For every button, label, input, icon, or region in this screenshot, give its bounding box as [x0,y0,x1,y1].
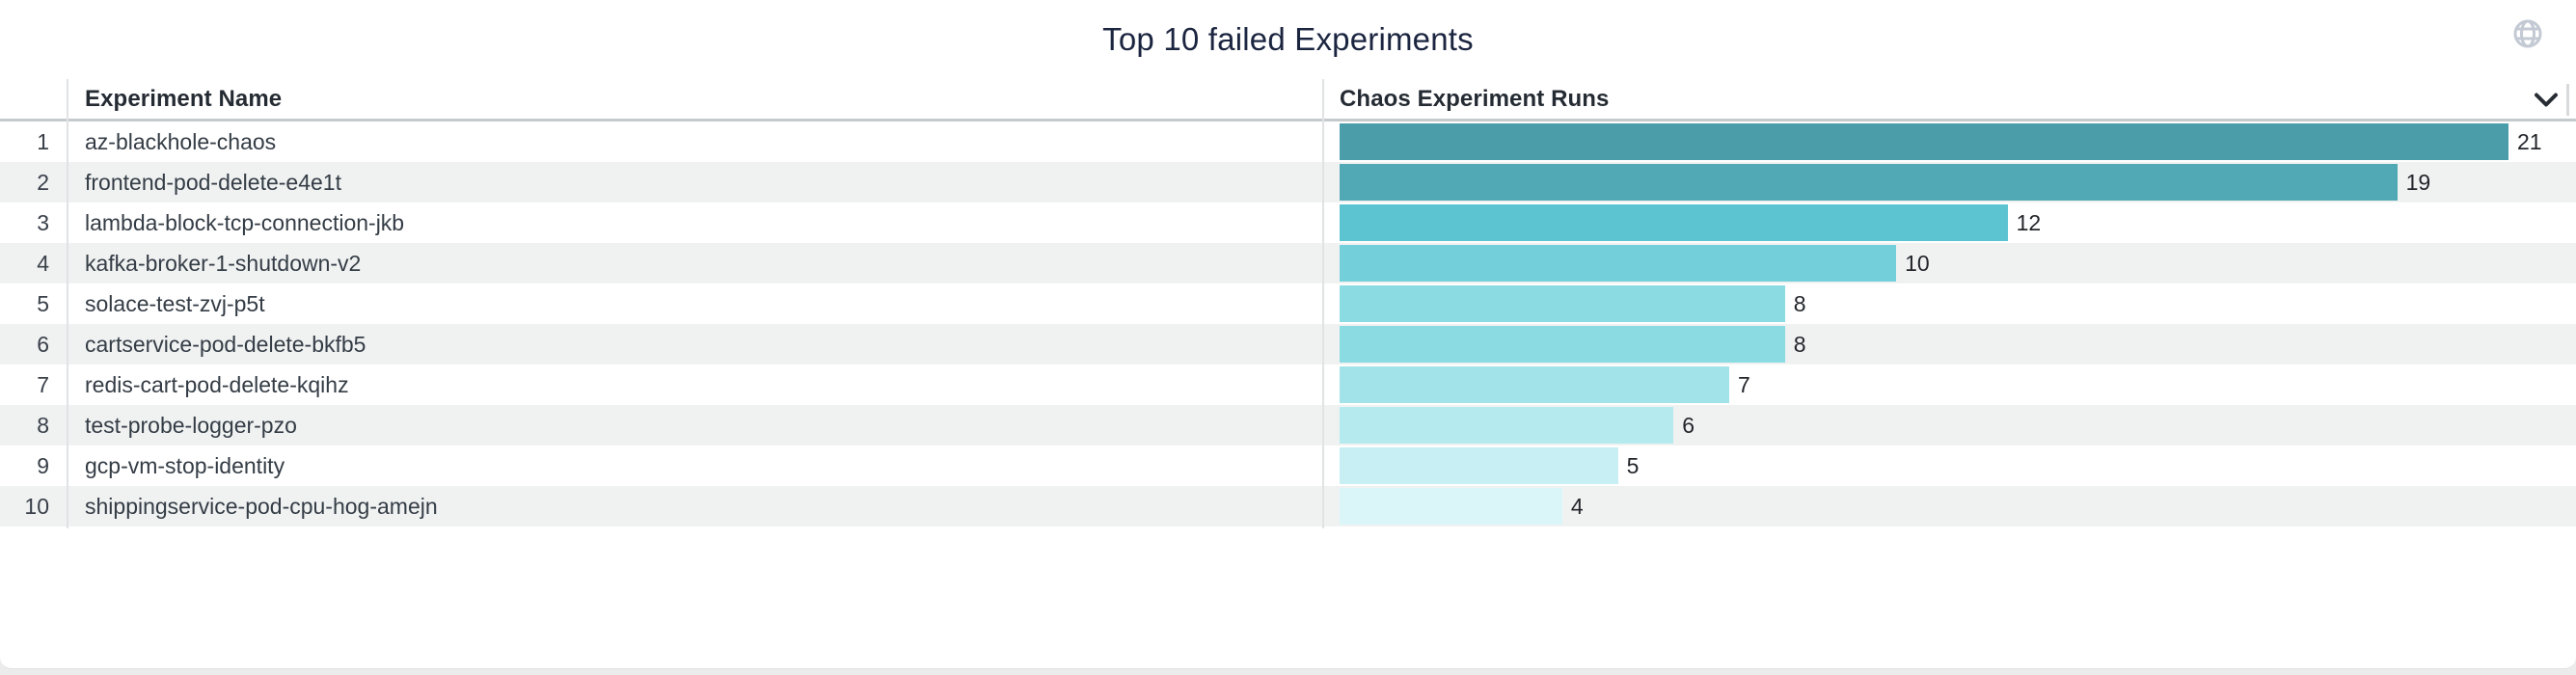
bar-value-label: 21 [2517,128,2542,154]
table-row: 5 solace-test-zvj-p5t 8 [0,284,2576,324]
bar-value-label: 4 [1570,493,1584,519]
header-experiment-name[interactable]: Experiment Name [85,85,283,112]
runs-cell: 19 [1323,162,2576,202]
experiment-name-cell: solace-test-zvj-p5t [85,290,265,316]
runs-cell: 5 [1323,446,2576,486]
bar-value-label: 6 [1682,412,1695,438]
experiment-name-cell: gcp-vm-stop-identity [85,452,285,478]
table-row: 8 test-probe-logger-pzo 6 [0,405,2576,446]
experiment-name-cell: lambda-block-tcp-connection-jkb [85,209,405,235]
bar-value-label: 5 [1626,452,1640,478]
experiment-name-cell: redis-cart-pod-delete-kqihz [85,371,349,397]
gauge-bar [1340,285,1785,322]
gauge-bar [1340,488,1562,525]
row-number-cell: 4 [37,250,49,276]
header-row-number [0,79,68,119]
bar-value-label: 10 [1905,250,1930,276]
bar-value-label: 19 [2405,169,2431,195]
runs-cell: 7 [1323,364,2576,405]
runs-cell: 6 [1323,405,2576,446]
column-resize-handle[interactable] [2566,84,2569,116]
gauge-bar [1340,204,2008,241]
bar-value-label: 8 [1793,290,1806,316]
globe-icon[interactable] [2511,17,2544,50]
table-row: 7 redis-cart-pod-delete-kqihz 7 [0,364,2576,405]
runs-cell: 4 [1323,486,2576,526]
row-number-cell: 1 [37,128,49,154]
table-row: 1 az-blackhole-chaos 21 [0,122,2576,162]
table-row: 4 kafka-broker-1-shutdown-v2 10 [0,243,2576,284]
runs-cell: 10 [1323,243,2576,284]
runs-cell: 21 [1323,122,2576,162]
row-number-cell: 7 [37,371,49,397]
row-number-cell: 9 [37,452,49,478]
experiment-name-cell: kafka-broker-1-shutdown-v2 [85,250,362,276]
gauge-bar [1340,447,1618,484]
table-row: 2 frontend-pod-delete-e4e1t 19 [0,162,2576,202]
row-number-cell: 2 [37,169,49,195]
chevron-down-icon[interactable] [2533,92,2560,111]
bar-value-label: 12 [2016,209,2042,235]
table-row: 6 cartservice-pod-delete-bkfb5 8 [0,324,2576,364]
row-number-cell: 6 [37,331,49,357]
row-number-cell: 5 [37,290,49,316]
experiment-name-cell: test-probe-logger-pzo [85,412,297,438]
runs-cell: 8 [1323,284,2576,324]
panel-title: Top 10 failed Experiments [1102,21,1474,57]
experiment-name-cell: cartservice-pod-delete-bkfb5 [85,331,366,357]
runs-cell: 12 [1323,202,2576,243]
bar-value-label: 7 [1738,371,1750,397]
bar-value-label: 8 [1793,331,1806,357]
gauge-bar [1340,164,2398,201]
gauge-bar [1340,245,1897,282]
row-number-cell: 8 [37,412,49,438]
table-row: 10 shippingservice-pod-cpu-hog-amejn 4 [0,486,2576,526]
gauge-bar [1340,366,1729,403]
row-number-cell: 3 [37,209,49,235]
experiments-table: Experiment Name Chaos Experiment Runs 1 … [0,79,2576,528]
runs-cell: 8 [1323,324,2576,364]
experiment-name-cell: frontend-pod-delete-e4e1t [85,169,341,195]
row-number-cell: 10 [24,493,49,519]
gauge-bar [1340,326,1785,363]
table-body: 1 az-blackhole-chaos 21 2 frontend-pod-d… [0,122,2576,526]
table-header-row: Experiment Name Chaos Experiment Runs [0,79,2576,122]
experiment-name-cell: az-blackhole-chaos [85,128,277,154]
table-row: 9 gcp-vm-stop-identity 5 [0,446,2576,486]
header-chaos-experiment-runs[interactable]: Chaos Experiment Runs [1340,85,1610,112]
gauge-bar [1340,407,1674,444]
gauge-bar [1340,123,2508,160]
experiment-name-cell: shippingservice-pod-cpu-hog-amejn [85,493,438,519]
globe-icon-svg [2513,19,2542,48]
table-row: 3 lambda-block-tcp-connection-jkb 12 [0,202,2576,243]
